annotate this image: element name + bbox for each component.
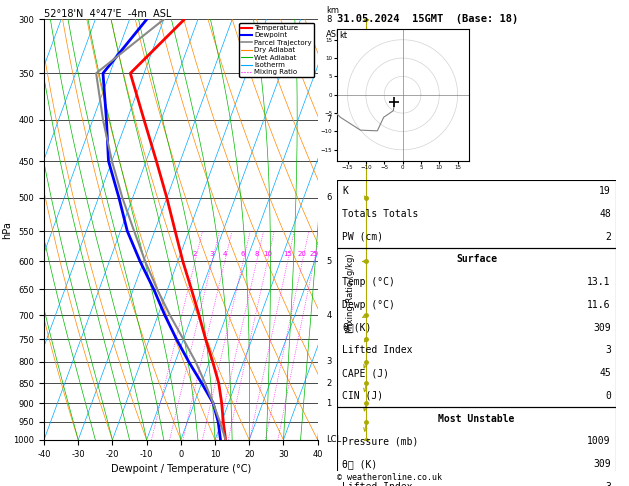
Text: Lifted Index: Lifted Index bbox=[342, 346, 413, 355]
Text: 8: 8 bbox=[254, 251, 259, 257]
X-axis label: Dewpoint / Temperature (°C): Dewpoint / Temperature (°C) bbox=[111, 464, 251, 474]
Text: 7: 7 bbox=[326, 115, 331, 124]
Text: 3: 3 bbox=[210, 251, 214, 257]
Text: 2: 2 bbox=[193, 251, 197, 257]
Text: 45: 45 bbox=[599, 368, 611, 378]
Legend: Temperature, Dewpoint, Parcel Trajectory, Dry Adiabat, Wet Adiabat, Isotherm, Mi: Temperature, Dewpoint, Parcel Trajectory… bbox=[239, 23, 314, 77]
Text: 4: 4 bbox=[326, 311, 331, 320]
Text: Temp (°C): Temp (°C) bbox=[342, 277, 395, 287]
Text: 25: 25 bbox=[309, 251, 318, 257]
Y-axis label: hPa: hPa bbox=[2, 221, 12, 239]
Text: 4: 4 bbox=[223, 251, 227, 257]
Text: 13.1: 13.1 bbox=[587, 277, 611, 287]
Text: 19: 19 bbox=[599, 186, 611, 196]
Text: Totals Totals: Totals Totals bbox=[342, 209, 418, 219]
Text: θᴄ(K): θᴄ(K) bbox=[342, 323, 372, 332]
Text: Lifted Index: Lifted Index bbox=[342, 482, 413, 486]
Text: 15: 15 bbox=[283, 251, 292, 257]
Text: 11.6: 11.6 bbox=[587, 300, 611, 310]
Text: 0: 0 bbox=[605, 391, 611, 401]
Text: 1: 1 bbox=[326, 399, 331, 408]
Text: θᴄ (K): θᴄ (K) bbox=[342, 459, 377, 469]
Text: 20: 20 bbox=[298, 251, 307, 257]
Text: © weatheronline.co.uk: © weatheronline.co.uk bbox=[337, 473, 442, 482]
Text: ASL: ASL bbox=[326, 30, 342, 39]
Text: 3: 3 bbox=[605, 482, 611, 486]
Text: Mixing Ratio (g/kg): Mixing Ratio (g/kg) bbox=[346, 253, 355, 332]
Text: 31.05.2024  15GMT  (Base: 18): 31.05.2024 15GMT (Base: 18) bbox=[337, 14, 518, 24]
Text: 2: 2 bbox=[326, 379, 331, 387]
Text: PW (cm): PW (cm) bbox=[342, 232, 383, 242]
Text: 52°18'N  4°47'E  -4m  ASL: 52°18'N 4°47'E -4m ASL bbox=[44, 9, 172, 18]
Text: 48: 48 bbox=[599, 209, 611, 219]
Text: LCL: LCL bbox=[326, 435, 342, 444]
Text: km: km bbox=[326, 6, 339, 15]
Text: 3: 3 bbox=[326, 357, 331, 366]
Text: 8: 8 bbox=[326, 15, 331, 24]
Text: 1009: 1009 bbox=[587, 436, 611, 446]
Text: 309: 309 bbox=[593, 459, 611, 469]
Text: Most Unstable: Most Unstable bbox=[438, 414, 515, 424]
Text: 3: 3 bbox=[605, 346, 611, 355]
Text: 2: 2 bbox=[605, 232, 611, 242]
Text: 309: 309 bbox=[593, 323, 611, 332]
Text: 6: 6 bbox=[241, 251, 245, 257]
Text: CAPE (J): CAPE (J) bbox=[342, 368, 389, 378]
Text: kt: kt bbox=[339, 32, 347, 40]
Text: 5: 5 bbox=[326, 257, 331, 266]
Text: Pressure (mb): Pressure (mb) bbox=[342, 436, 418, 446]
Text: 6: 6 bbox=[326, 193, 331, 202]
Text: 10: 10 bbox=[263, 251, 272, 257]
Text: K: K bbox=[342, 186, 348, 196]
Text: Surface: Surface bbox=[456, 255, 497, 264]
Text: CIN (J): CIN (J) bbox=[342, 391, 383, 401]
Text: Dewp (°C): Dewp (°C) bbox=[342, 300, 395, 310]
